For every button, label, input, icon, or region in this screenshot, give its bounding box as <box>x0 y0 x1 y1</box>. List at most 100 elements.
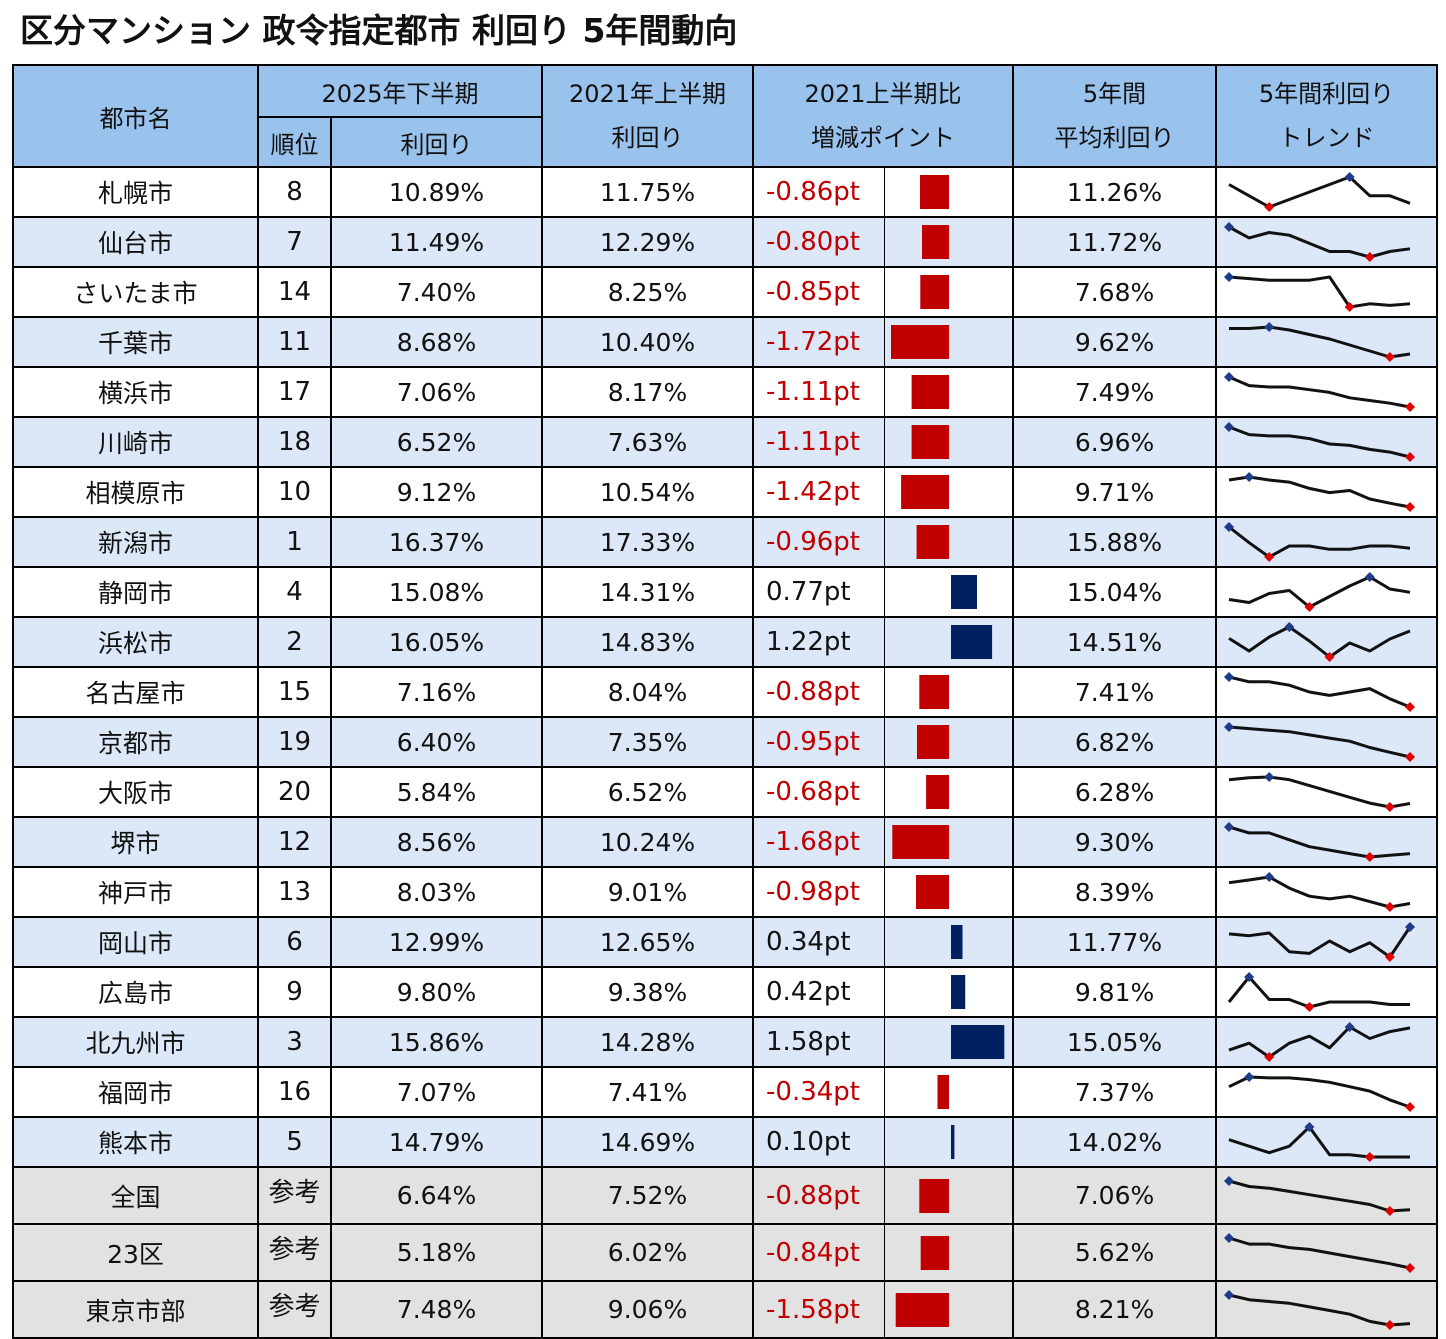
yield-2025-cell: 14.79% <box>329 1116 544 1168</box>
header-rank: 順位 <box>257 116 332 168</box>
diff-bar-cell <box>883 1016 1015 1068</box>
rank-cell: 17 <box>257 366 332 418</box>
trend-max-marker <box>1344 172 1355 182</box>
trend-max-marker <box>1224 422 1235 432</box>
diff-bar-chart <box>895 1292 949 1327</box>
table-row: 23区 参考 5.18% 6.02% -0.84pt 5.62% <box>12 1223 1439 1282</box>
trend-line <box>1228 926 1412 959</box>
city-name: 東京市部 <box>12 1280 259 1339</box>
trend-min-marker <box>1364 1152 1375 1162</box>
table-row: 大阪市 20 5.84% 6.52% -0.68pt 6.28% <box>12 766 1439 818</box>
page-title: 区分マンション 政令指定都市 利回り 5年間動向 <box>20 11 738 50</box>
trend-min-marker <box>1384 952 1395 962</box>
diff-point-cell: -0.85pt <box>752 266 885 318</box>
diff-bar-cell <box>883 516 1015 568</box>
header-avg-line2: 平均利回り <box>1054 124 1175 152</box>
rank-cell: 15 <box>257 666 332 718</box>
trend-max-marker <box>1344 1022 1355 1032</box>
diff-point-cell: -1.11pt <box>752 366 885 418</box>
table-row: 川崎市 18 6.52% 7.63% -1.11pt 6.96% <box>12 416 1439 468</box>
avg-yield-cell: 7.68% <box>1012 266 1218 318</box>
diff-point-cell: -0.84pt <box>752 1223 885 1282</box>
avg-yield-cell: 7.37% <box>1012 1066 1218 1118</box>
trend-sparkline-cell <box>1215 766 1439 818</box>
table-row: 静岡市 4 15.08% 14.31% 0.77pt 15.04% <box>12 566 1439 618</box>
trend-line <box>1228 425 1411 459</box>
yield-2021-cell: 9.01% <box>541 866 755 918</box>
yield-2025-cell: 5.18% <box>329 1223 544 1282</box>
trend-max-marker <box>1264 772 1275 782</box>
yield-2021-cell: 8.17% <box>541 366 755 418</box>
trend-sparkline <box>1224 522 1411 562</box>
trend-sparkline <box>1224 722 1416 762</box>
trend-line <box>1228 275 1411 309</box>
diff-bar-chart <box>891 825 949 859</box>
trend-sparkline-cell <box>1215 1280 1439 1339</box>
trend-sparkline-cell <box>1215 1116 1439 1168</box>
trend-sparkline-cell <box>1215 266 1439 318</box>
avg-yield-cell: 9.30% <box>1012 816 1218 868</box>
diff-bar-chart <box>919 275 949 309</box>
diff-bar-chart <box>950 1125 954 1159</box>
city-name: 仙台市 <box>12 216 259 268</box>
diff-bar-chart <box>950 575 977 609</box>
avg-yield-cell: 9.62% <box>1012 316 1218 368</box>
rank-cell: 6 <box>257 916 332 968</box>
diff-point-cell: 0.42pt <box>752 966 885 1018</box>
avg-yield-cell: 9.81% <box>1012 966 1218 1018</box>
city-name: 広島市 <box>12 966 259 1018</box>
diff-bar-chart <box>919 175 949 209</box>
table-row: 熊本市 5 14.79% 14.69% 0.10pt 14.02% <box>12 1116 1439 1168</box>
trend-sparkline-cell <box>1215 1223 1439 1282</box>
rank-cell: 参考 <box>257 1280 332 1339</box>
diff-bar <box>921 225 949 259</box>
city-name: 堺市 <box>12 816 259 868</box>
city-name: 新潟市 <box>12 516 259 568</box>
yield-2021-cell: 10.54% <box>541 466 755 518</box>
diff-bar-cell <box>883 716 1015 768</box>
diff-point-cell: -0.96pt <box>752 516 885 568</box>
city-name: さいたま市 <box>12 266 259 318</box>
table-row: 相模原市 10 9.12% 10.54% -1.42pt 9.71% <box>12 466 1439 518</box>
diff-bar-cell <box>883 1116 1015 1168</box>
trend-min-marker <box>1304 1002 1315 1012</box>
trend-min-marker <box>1264 202 1275 212</box>
trend-max-marker <box>1224 822 1235 832</box>
rank-cell: 8 <box>257 166 332 218</box>
trend-sparkline <box>1224 422 1416 462</box>
diff-bar-cell <box>883 1066 1015 1118</box>
trend-line <box>1228 1125 1411 1159</box>
trend-min-marker <box>1405 752 1416 762</box>
avg-yield-cell: 7.41% <box>1012 666 1218 718</box>
yield-2021-cell: 10.40% <box>541 316 755 368</box>
avg-yield-cell: 11.72% <box>1012 216 1218 268</box>
diff-bar-cell <box>883 616 1015 668</box>
trend-line <box>1228 825 1411 859</box>
trend-min-marker <box>1364 852 1375 862</box>
avg-yield-cell: 15.04% <box>1012 566 1218 618</box>
trend-max-marker <box>1224 1289 1235 1300</box>
trend-min-marker <box>1264 1052 1275 1062</box>
rank-cell: 11 <box>257 316 332 368</box>
trend-line <box>1228 525 1411 559</box>
table-row: 新潟市 1 16.37% 17.33% -0.96pt 15.88% <box>12 516 1439 568</box>
trend-sparkline-cell <box>1215 666 1439 718</box>
trend-line <box>1228 775 1411 809</box>
trend-sparkline-cell <box>1215 416 1439 468</box>
table-row: 仙台市 7 11.49% 12.29% -0.80pt 11.72% <box>12 216 1439 268</box>
trend-max-marker <box>1264 322 1275 332</box>
yield-2025-cell: 5.84% <box>329 766 544 818</box>
trend-max-marker <box>1284 622 1295 632</box>
trend-max-marker <box>1244 1072 1255 1082</box>
rank-cell: 2 <box>257 616 332 668</box>
diff-bar-cell <box>883 416 1015 468</box>
trend-sparkline-cell <box>1215 816 1439 868</box>
diff-bar-chart <box>950 925 963 959</box>
diff-bar <box>916 525 949 559</box>
trend-max-marker <box>1224 1175 1235 1186</box>
trend-max-marker <box>1224 1232 1235 1243</box>
diff-bar <box>915 875 949 909</box>
table-row: 札幌市 8 10.89% 11.75% -0.86pt 11.26% <box>12 166 1439 218</box>
trend-min-marker <box>1405 702 1416 712</box>
diff-bar-cell <box>883 366 1015 418</box>
